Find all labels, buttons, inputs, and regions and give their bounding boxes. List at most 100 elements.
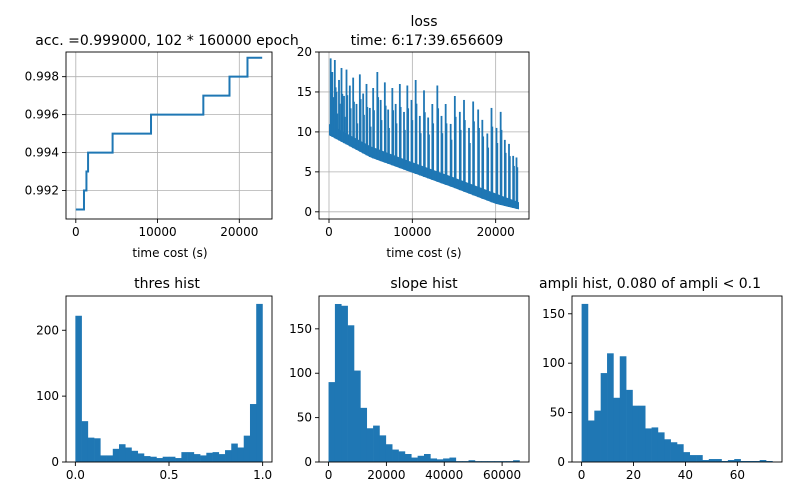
ampli-hist-bar bbox=[638, 405, 646, 462]
thres-hist-title: thres hist bbox=[134, 276, 200, 292]
ampli-hist-bar bbox=[607, 353, 614, 462]
ampli-hist-bar bbox=[753, 461, 760, 462]
ampli-hist-bar bbox=[619, 356, 627, 462]
thres-hist-bar bbox=[206, 452, 213, 462]
loss-x-tick-label: 0 bbox=[325, 225, 333, 239]
thres-hist-x-tick-label: 1.0 bbox=[253, 468, 272, 482]
ampli-hist-bar bbox=[759, 460, 767, 462]
thres-hist-bar bbox=[218, 454, 226, 462]
slope-hist-y-tick-label: 0 bbox=[304, 455, 312, 469]
ampli-hist-y-tick-label: 100 bbox=[542, 356, 565, 370]
accuracy-y-tick-label: 0.994 bbox=[25, 146, 59, 160]
loss-y-tick-label: 0 bbox=[304, 205, 312, 219]
thres-hist-bar bbox=[94, 438, 101, 462]
thres-hist-bar bbox=[156, 458, 163, 462]
slope-hist-bar bbox=[354, 370, 361, 462]
ampli-hist-bar bbox=[721, 461, 729, 462]
ampli-hist-bar bbox=[689, 455, 697, 462]
thres-hist-bar bbox=[112, 448, 120, 462]
thres-hist-chart: thres hist 0.0 0.5 1.0 0 100 200 bbox=[36, 276, 273, 482]
ampli-hist-bar bbox=[677, 444, 684, 462]
loss-x-tick-label: 10000 bbox=[393, 225, 431, 239]
thres-hist-bar bbox=[249, 404, 257, 462]
ampli-hist-x-tick-label: 60 bbox=[730, 468, 745, 482]
slope-hist-axes-frame bbox=[318, 295, 530, 463]
thres-hist-bar bbox=[187, 452, 195, 462]
ampli-hist-bar bbox=[670, 442, 678, 462]
thres-hist-y-tick-label: 0 bbox=[51, 455, 59, 469]
ampli-hist-bar bbox=[746, 461, 754, 462]
loss-y-tick-label: 10 bbox=[297, 125, 312, 139]
ampli-hist-bar bbox=[626, 389, 633, 462]
ampli-hist-bar bbox=[657, 432, 665, 462]
accuracy-x-tick-label: 10000 bbox=[138, 225, 176, 239]
slope-hist-bar bbox=[385, 444, 393, 462]
slope-hist-bar bbox=[417, 455, 425, 462]
ampli-hist-axes-frame bbox=[571, 295, 783, 463]
accuracy-series-line bbox=[75, 56, 263, 211]
slope-hist-bar bbox=[436, 459, 444, 462]
loss-axes-frame bbox=[318, 51, 530, 220]
ampli-hist-bar bbox=[696, 455, 703, 462]
ampli-hist-bar bbox=[632, 405, 640, 462]
loss-plot-area bbox=[319, 51, 529, 219]
loss-chart: loss time: 6:17:39.656609 time cost (s) … bbox=[297, 14, 530, 260]
accuracy-plot-area bbox=[66, 52, 272, 219]
slope-hist-bar bbox=[468, 460, 476, 462]
ampli-hist-bar bbox=[740, 461, 748, 462]
ampli-hist-bar bbox=[734, 459, 741, 462]
ampli-hist-x-tick-label: 0 bbox=[578, 468, 586, 482]
thres-hist-bar bbox=[200, 455, 207, 462]
ampli-hist-chart: ampli hist, 0.080 of ampli < 0.1 0 20 40 60… bbox=[539, 276, 783, 482]
ampli-hist-bar bbox=[727, 460, 735, 462]
slope-hist-x-tick-label: 40000 bbox=[425, 468, 463, 482]
ampli-hist-bar bbox=[664, 439, 671, 462]
thres-hist-bar bbox=[237, 447, 245, 462]
thres-hist-bar bbox=[75, 315, 82, 462]
ampli-hist-plot-area bbox=[581, 303, 773, 462]
slope-hist-bar bbox=[379, 435, 387, 462]
slope-hist-x-tick-label: 20000 bbox=[367, 468, 405, 482]
thres-hist-bar bbox=[225, 450, 232, 462]
ampli-hist-bar bbox=[587, 420, 595, 462]
ampli-hist-bar bbox=[600, 373, 608, 462]
loss-y-tick-label: 5 bbox=[304, 165, 312, 179]
thres-hist-bar bbox=[168, 456, 176, 462]
slope-hist-bar bbox=[443, 458, 450, 462]
thres-hist-bar bbox=[81, 421, 89, 462]
accuracy-x-tick-label: 20000 bbox=[220, 225, 258, 239]
thres-hist-bar bbox=[162, 456, 170, 462]
accuracy-chart-title: acc. =0.999000, 102 * 160000 epoch bbox=[35, 33, 298, 49]
thres-hist-bar bbox=[175, 458, 182, 462]
accuracy-y-tick-label: 0.998 bbox=[25, 70, 59, 84]
thres-hist-bar bbox=[143, 456, 151, 462]
loss-y-tick-label: 20 bbox=[297, 45, 312, 59]
ampli-hist-bar bbox=[766, 461, 773, 462]
thres-hist-bar bbox=[231, 443, 238, 462]
slope-hist-bar bbox=[347, 325, 355, 462]
accuracy-chart: acc. =0.999000, 102 * 160000 epoch time … bbox=[25, 33, 299, 260]
accuracy-x-tick-label: 0 bbox=[72, 225, 80, 239]
ampli-hist-bar bbox=[651, 427, 659, 462]
slope-hist-bar bbox=[430, 458, 438, 462]
accuracy-x-axis-label: time cost (s) bbox=[132, 246, 207, 260]
ampli-hist-title: ampli hist, 0.080 of ampli < 0.1 bbox=[539, 276, 761, 292]
thres-hist-bar bbox=[256, 303, 263, 462]
ampli-hist-y-tick-label: 50 bbox=[550, 406, 565, 420]
accuracy-y-tick-label: 0.996 bbox=[25, 108, 59, 122]
ampli-hist-bar bbox=[581, 303, 589, 462]
ampli-hist-bar bbox=[708, 459, 716, 462]
accuracy-y-tick-label: 0.992 bbox=[25, 184, 59, 198]
slope-hist-bar bbox=[513, 460, 520, 462]
loss-chart-title: loss bbox=[410, 14, 437, 30]
thres-hist-bar bbox=[243, 435, 251, 462]
ampli-hist-bar bbox=[715, 459, 722, 462]
slope-hist-bar bbox=[366, 428, 374, 462]
loss-x-tick-label: 20000 bbox=[477, 225, 515, 239]
slope-hist-bar bbox=[398, 451, 406, 462]
accuracy-axes-frame bbox=[65, 51, 273, 220]
ampli-hist-bar bbox=[683, 452, 691, 462]
thres-hist-bar bbox=[131, 450, 139, 462]
